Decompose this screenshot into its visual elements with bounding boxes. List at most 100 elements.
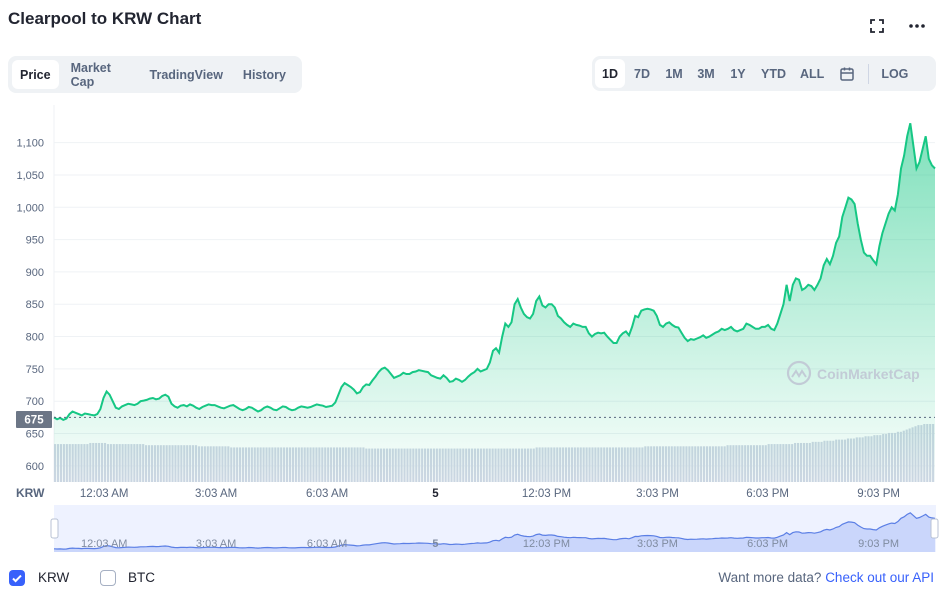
volume-bar bbox=[609, 447, 612, 482]
volume-bar bbox=[761, 445, 764, 482]
volume-bar bbox=[92, 442, 95, 482]
tab-market-cap[interactable]: Market Cap bbox=[70, 60, 111, 89]
volume-bar bbox=[752, 445, 756, 482]
volume-bar bbox=[362, 447, 365, 482]
volume-bar bbox=[127, 444, 130, 482]
volume-bar bbox=[397, 448, 400, 482]
volume-bar bbox=[250, 447, 253, 482]
volume-bar bbox=[629, 447, 632, 482]
btc-checkbox[interactable] bbox=[100, 570, 116, 586]
range-3m[interactable]: 3M bbox=[697, 66, 715, 81]
volume-bar bbox=[755, 445, 758, 482]
x-tick-label: 6:03 PM bbox=[746, 488, 789, 500]
volume-bar bbox=[253, 447, 256, 482]
volume-bar bbox=[529, 448, 532, 482]
volume-bar bbox=[808, 442, 811, 482]
volume-bar bbox=[412, 448, 415, 482]
volume-bar bbox=[835, 439, 838, 482]
range-1d[interactable]: 1D bbox=[595, 59, 625, 88]
x-tick-label: 9:03 PM bbox=[857, 488, 900, 500]
range-1m[interactable]: 1M bbox=[665, 66, 683, 81]
volume-bar bbox=[62, 444, 65, 482]
volume-bar bbox=[785, 444, 788, 482]
fullscreen-icon-glyph bbox=[870, 19, 884, 33]
range-1y[interactable]: 1Y bbox=[730, 66, 746, 81]
tab-price[interactable]: Price bbox=[12, 60, 59, 89]
volume-bar bbox=[377, 448, 380, 482]
volume-bar bbox=[559, 447, 562, 482]
volume-bar bbox=[600, 447, 603, 482]
chart-type-tabs: Price Market Cap TradingView History bbox=[8, 56, 302, 93]
volume-bar bbox=[379, 448, 383, 482]
volume-bar bbox=[779, 444, 782, 482]
volume-bar bbox=[656, 446, 659, 482]
volume-bar bbox=[476, 448, 480, 482]
volume-bar bbox=[523, 448, 527, 482]
calendar-icon[interactable] bbox=[832, 59, 862, 88]
volume-bar bbox=[95, 442, 98, 482]
volume-bar bbox=[729, 445, 732, 482]
volume-bar bbox=[811, 441, 814, 482]
y-tick-label: 900 bbox=[26, 267, 44, 279]
volume-bar bbox=[893, 432, 897, 482]
range-7d[interactable]: 7D bbox=[634, 66, 650, 81]
volume-bar bbox=[371, 448, 374, 482]
volume-bar bbox=[923, 424, 926, 482]
volume-bar bbox=[259, 447, 262, 482]
volume-bar bbox=[365, 448, 368, 482]
volume-bar bbox=[823, 440, 826, 482]
volume-bar bbox=[855, 437, 858, 482]
volume-bar bbox=[902, 430, 905, 482]
volume-bar bbox=[59, 444, 63, 482]
range-all[interactable]: ALL bbox=[800, 66, 825, 81]
navigator-tick-label: 12:03 PM bbox=[523, 538, 570, 550]
volume-bar bbox=[145, 445, 148, 482]
volume-bar bbox=[283, 447, 286, 482]
volume-bar bbox=[685, 446, 688, 482]
tab-history[interactable]: History bbox=[242, 67, 286, 82]
range-log[interactable]: LOG bbox=[881, 66, 909, 81]
tab-tradingview[interactable]: TradingView bbox=[149, 67, 223, 82]
volume-bar bbox=[262, 447, 265, 482]
volume-bar bbox=[661, 446, 665, 482]
volume-bar bbox=[620, 447, 623, 482]
volume-bar bbox=[814, 441, 817, 482]
volume-bar bbox=[485, 448, 488, 482]
volume-bar bbox=[165, 445, 168, 482]
y-tick-label: 600 bbox=[26, 461, 44, 473]
volume-bar bbox=[635, 447, 638, 482]
api-link[interactable]: Check out our API bbox=[825, 570, 934, 585]
x-tick-label: 5 bbox=[432, 488, 439, 500]
range-ytd[interactable]: YTD bbox=[761, 66, 786, 81]
navigator-area bbox=[54, 512, 935, 552]
volume-bar bbox=[341, 447, 344, 482]
navigator-right-handle[interactable] bbox=[930, 518, 939, 539]
volume-bar bbox=[100, 442, 104, 482]
volume-bar bbox=[611, 447, 615, 482]
checkmark-icon bbox=[12, 574, 22, 583]
volume-bar bbox=[515, 448, 518, 482]
volume-bar bbox=[567, 447, 571, 482]
navigator-left-handle[interactable] bbox=[50, 518, 59, 539]
volume-bar bbox=[773, 444, 776, 482]
volume-bar bbox=[147, 445, 151, 482]
y-tick-label: 650 bbox=[26, 429, 44, 441]
volume-bar bbox=[285, 447, 289, 482]
volume-bar bbox=[212, 446, 215, 482]
volume-bar bbox=[306, 447, 309, 482]
volume-bar bbox=[717, 446, 720, 482]
more-icon[interactable] bbox=[907, 16, 927, 36]
volume-bar bbox=[403, 448, 406, 482]
volume-bar bbox=[432, 448, 435, 482]
volume-bar bbox=[861, 437, 864, 482]
fullscreen-icon[interactable] bbox=[867, 16, 887, 36]
volume-bar bbox=[849, 438, 852, 482]
y-tick-label: 950 bbox=[26, 235, 44, 247]
volume-bar bbox=[344, 447, 347, 482]
volume-bar bbox=[494, 448, 497, 482]
volume-bar bbox=[415, 448, 418, 482]
y-tick-label: 1,050 bbox=[16, 170, 44, 182]
volume-bar bbox=[471, 448, 474, 482]
volume-bar bbox=[438, 448, 441, 482]
krw-checkbox[interactable] bbox=[9, 570, 25, 586]
